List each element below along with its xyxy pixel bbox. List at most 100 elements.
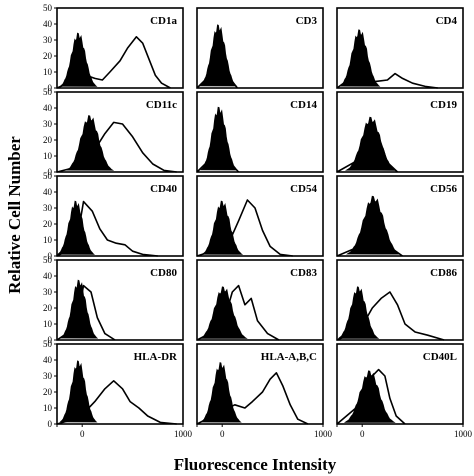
y-tick-label: 10	[43, 319, 53, 329]
y-tick-label: 40	[43, 19, 53, 29]
panel-frame	[196, 7, 324, 89]
panel-label: CD40	[150, 183, 177, 195]
panel-label: HLA-DR	[134, 351, 178, 363]
panel-label: CD19	[430, 99, 457, 111]
histogram-panel-cd1a: CD1a 0 10 20 30 40 50	[43, 3, 184, 93]
stained-histogram-line	[56, 284, 116, 341]
y-tick-label: 20	[43, 219, 53, 229]
stained-histogram-line	[336, 368, 406, 425]
histogram-panel-cd14: CD14	[196, 91, 324, 173]
y-tick-label: 0	[48, 251, 53, 261]
y-tick-label: 10	[43, 67, 53, 77]
x-tick-label: 1000	[174, 429, 193, 439]
panel-frame	[336, 175, 464, 257]
y-tick-label: 10	[43, 235, 53, 245]
y-tick-label: 50	[43, 339, 53, 349]
panel-label: CD4	[436, 15, 458, 27]
stained-histogram-line	[56, 379, 177, 425]
panel-frame	[336, 91, 464, 173]
x-tick-label: 0	[80, 429, 85, 439]
control-histogram	[199, 24, 238, 87]
stained-histogram-line	[336, 291, 445, 341]
histogram-panel-cd11c: CD11c 0 10 20 30 40 50	[43, 87, 184, 177]
control-histogram	[337, 286, 380, 339]
panel-label: CD40L	[423, 351, 457, 363]
histogram-panel-hla-dr: HLA-DR 0 10 20 30 40 50 0 1000	[43, 339, 193, 439]
y-tick-label: 0	[48, 167, 53, 177]
stained-histogram-line	[56, 200, 158, 257]
y-tick-label: 20	[43, 387, 53, 397]
stained-histogram-line	[56, 35, 171, 89]
y-tick-label: 0	[48, 335, 53, 345]
control-histogram	[338, 29, 381, 87]
panel-frame	[336, 343, 464, 425]
panel-frame	[56, 91, 184, 173]
panel-frame	[56, 259, 184, 341]
stained-histogram-line	[336, 121, 399, 173]
panel-label: CD54	[290, 183, 317, 195]
stained-histogram-line	[196, 371, 309, 425]
x-tick-label: 0	[220, 429, 225, 439]
y-tick-label: 50	[43, 87, 53, 97]
panel-label: CD56	[430, 183, 457, 195]
y-tick-label: 40	[43, 187, 53, 197]
x-tick-label: 0	[360, 429, 365, 439]
y-tick-label: 50	[43, 255, 53, 265]
histogram-panel-cd3: CD3	[196, 7, 324, 89]
histogram-panel-hla-a-b-c: HLA-A,B,C 0 1000	[196, 343, 333, 439]
y-tick-label: 30	[43, 119, 53, 129]
histogram-panel-cd4: CD4	[336, 7, 464, 89]
y-tick-label: 10	[43, 151, 53, 161]
panel-frame	[336, 7, 464, 89]
y-tick-label: 10	[43, 403, 53, 413]
y-tick-label: 40	[43, 355, 53, 365]
y-tick-label: 50	[43, 3, 53, 13]
x-tick-label: 1000	[454, 429, 473, 439]
y-tick-label: 20	[43, 303, 53, 313]
panel-label: CD80	[150, 267, 177, 279]
panel-label: CD1a	[150, 15, 177, 27]
stained-histogram-line	[336, 35, 438, 89]
control-histogram	[59, 360, 98, 423]
panel-frame	[56, 175, 184, 257]
x-tick-label: 1000	[314, 429, 333, 439]
y-axis-title: Relative Cell Number	[5, 136, 24, 294]
histogram-panel-cd54: CD54	[196, 175, 324, 257]
y-tick-label: 30	[43, 371, 53, 381]
histogram-panel-cd40l: CD40L 0 1000	[336, 343, 473, 439]
y-tick-label: 0	[48, 419, 53, 429]
control-histogram	[346, 195, 402, 255]
histogram-panel-cd80: CD80 0 10 20 30 40 50	[43, 255, 184, 345]
panel-frame	[196, 343, 324, 425]
y-tick-label: 30	[43, 35, 53, 45]
panel-frame	[56, 7, 184, 89]
stained-histogram-line	[196, 29, 238, 89]
control-histogram	[344, 370, 396, 423]
y-tick-label: 50	[43, 171, 53, 181]
histogram-panel-cd19: CD19	[336, 91, 464, 173]
panel-frame	[196, 259, 324, 341]
control-histogram	[56, 200, 95, 255]
stained-histogram-line	[336, 200, 403, 257]
stained-histogram-line	[196, 199, 293, 257]
y-tick-label: 40	[43, 103, 53, 113]
histogram-panel-cd40: CD40 0 10 20 30 40 50	[43, 171, 184, 261]
y-tick-label: 0	[48, 83, 53, 93]
panel-frame	[196, 175, 324, 257]
panel-frame	[56, 343, 184, 425]
panel-label: CD3	[296, 15, 318, 27]
panel-frame	[196, 91, 324, 173]
y-tick-label: 20	[43, 135, 53, 145]
y-tick-label: 20	[43, 51, 53, 61]
histogram-panel-cd56: CD56	[336, 175, 464, 257]
panel-label: CD11c	[146, 99, 177, 111]
histogram-panel-cd86: CD86	[336, 259, 464, 341]
y-tick-label: 30	[43, 287, 53, 297]
control-histogram	[199, 286, 248, 339]
y-tick-label: 30	[43, 203, 53, 213]
x-axis-title: Fluorescence Intensity	[174, 455, 337, 474]
stained-histogram-line	[196, 112, 240, 173]
stained-histogram-line	[196, 284, 280, 341]
